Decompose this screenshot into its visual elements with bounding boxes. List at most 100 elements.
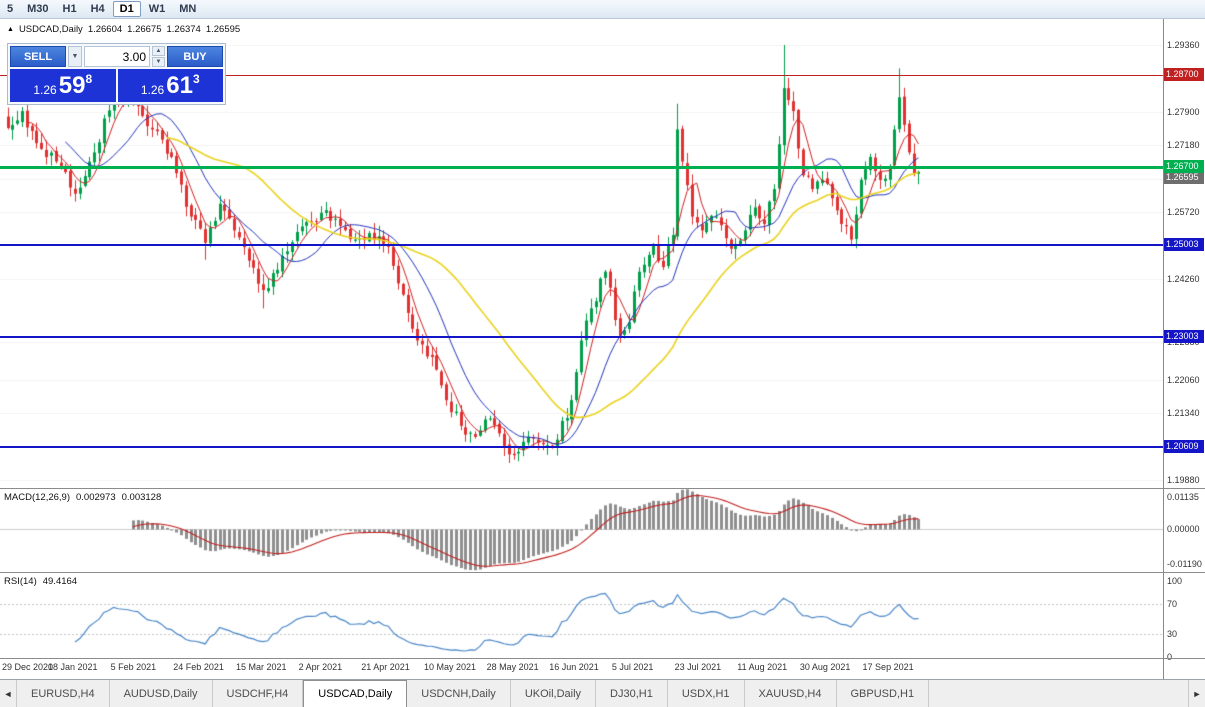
axis-tick: 0.00000 [1167,524,1200,535]
buy-price-prefix: 1.26 [140,83,165,97]
price-axis[interactable]: 1.28700 1.26700 1.25003 1.23003 1.20609 1.265… [1163,19,1205,679]
date-label: 16 Jun 2021 [549,662,599,672]
timeframe-button-W1[interactable]: W1 [148,3,166,15]
sell-price-pip: 8 [85,72,93,86]
chart-tab-bar: ◄ EURUSD,H4 AUDUSD,Daily USDCHF,H4 USDCAD,Da… [0,679,1205,707]
high-value: 1.26675 [127,24,162,35]
macd-chart-canvas[interactable] [0,489,1163,572]
timeframe-button-D1[interactable]: D1 [112,1,141,17]
chart-tab-USDCHF-H4[interactable]: USDCHF,H4 [213,680,304,707]
chart-symbol-header: ▲ USDCAD,Daily 1.26604 1.26675 1.26374 1… [7,24,240,35]
axis-tick: 1.27180 [1167,140,1200,151]
axis-tick: 0.01135 [1167,492,1199,502]
price-badge-1.23003: 1.23003 [1164,329,1204,343]
date-label: 30 Aug 2021 [799,662,851,672]
axis-tick: 100 [1167,576,1183,586]
symbol-name: USDCAD,Daily [18,24,83,35]
axis-tick: 1.21340 [1167,408,1200,418]
axis-tick: 1.24260 [1167,274,1200,285]
date-label: 15 Mar 2021 [235,662,287,672]
order-options-dropdown[interactable]: ▼ [68,46,82,67]
axis-tick: -0.01190 [1167,558,1202,569]
timeframe-button-H1[interactable]: H1 [62,3,77,15]
level-line-1.28700[interactable] [0,75,1163,77]
macd-indicator-label: MACD(12,26,9) 0.002973 0.003128 [4,492,161,503]
volume-input[interactable] [84,46,150,67]
rsi-title: RSI(14) [4,576,37,587]
sell-price-button[interactable]: 1.26 59 8 [10,69,116,102]
axis-tick: 1.22060 [1167,374,1200,385]
sell-price-prefix: 1.26 [33,83,57,97]
rsi-chart-canvas[interactable] [0,573,1163,658]
chart-tab-USDX-H1[interactable]: USDX,H1 [668,680,745,707]
macd-signal-value: 0.003128 [121,492,162,503]
chart-tab-DJ30-H1[interactable]: DJ30,H1 [596,680,668,707]
axis-tick: 1.25720 [1167,207,1200,218]
buy-price-pip: 3 [192,72,200,86]
rsi-value: 49.4164 [42,576,78,587]
date-label: 5 Jul 2021 [611,662,654,672]
macd-title: MACD(12,26,9) [4,492,70,503]
axis-tick: 70 [1167,598,1178,609]
date-label: 21 Apr 2021 [361,662,410,672]
chart-tab-USDCAD-Daily[interactable]: USDCAD,Daily [303,680,408,707]
chart-tab-USDCNH-Daily[interactable]: USDCNH,Daily [407,680,511,707]
axis-tick: 1.19880 [1167,475,1200,485]
axis-tick: 1.29360 [1167,40,1200,50]
pane-separator[interactable] [0,488,1205,489]
buy-price-button[interactable]: 1.26 61 3 [117,69,223,102]
panel-collapse-icon[interactable]: ▲ [7,26,14,33]
date-label: 11 Aug 2021 [737,662,788,672]
volume-up-icon[interactable]: ▲ [152,46,165,56]
low-value: 1.26374 [166,24,201,35]
date-label: 10 May 2021 [423,662,476,672]
level-line-1.26700[interactable] [0,166,1163,170]
volume-stepper: ▲ ▼ [152,46,165,67]
axis-tick: 30 [1167,629,1178,640]
buy-button[interactable]: BUY [167,46,223,67]
axis-tick: 0 [1167,652,1173,662]
macd-main-value: 0.002973 [76,492,116,503]
date-label: 23 Jul 2021 [674,662,722,672]
tab-scroll-right-icon[interactable]: ► [1188,680,1205,707]
sell-button[interactable]: SELL [10,46,66,67]
pane-separator[interactable] [0,572,1205,573]
level-line-1.23003[interactable] [0,335,1163,338]
horizontal-levels-layer [0,19,1163,679]
sell-price-big: 59 [58,72,86,99]
pane-separator [0,658,1205,659]
one-click-trading-panel: SELL ▼ ▲ ▼ BUY 1.26 59 8 1.26 61 3 [7,43,226,105]
chart-tab-XAUUSD-H4[interactable]: XAUUSD,H4 [745,680,837,707]
date-label: 24 Feb 2021 [173,662,224,672]
date-label: 18 Jan 2021 [47,662,98,672]
date-label: 17 Sep 2021 [862,662,914,672]
current-price-badge: 1.26595 [1164,170,1204,184]
chart-tab-EURUSD-H4[interactable]: EURUSD,H4 [17,680,110,707]
level-line-1.20609[interactable] [0,445,1163,448]
timeframe-button-MN[interactable]: MN [179,3,197,15]
timeframe-button-M30[interactable]: M30 [27,3,49,15]
close-value: 1.26595 [205,24,241,35]
chart-tab-UKOil-Daily[interactable]: UKOil,Daily [511,680,597,707]
level-line-1.25003[interactable] [0,243,1163,246]
timeframe-button-H4[interactable]: H4 [90,3,105,15]
chart-tab-GBPUSD-H1[interactable]: GBPUSD,H1 [837,680,930,707]
chart-tab-AUDUSD-Daily[interactable]: AUDUSD,Daily [110,680,213,707]
date-label: 28 May 2021 [486,662,539,672]
buy-price-big: 61 [166,72,193,99]
chart-window: ▲ USDCAD,Daily 1.26604 1.26675 1.26374 1… [0,19,1205,679]
date-label: 5 Feb 2021 [110,662,157,672]
price-badge-1.26700: 1.26700 [1164,160,1204,174]
rsi-indicator-label: RSI(14) 49.4164 [4,576,77,587]
axis-tick: 1.27900 [1167,106,1200,117]
tab-scroll-left-icon[interactable]: ◄ [0,680,17,707]
timeframe-button-5[interactable]: 5 [7,3,14,15]
volume-down-icon[interactable]: ▼ [152,57,165,67]
timeframe-toolbar: 5 M30 H1 H4 D1 W1 MN [0,0,1205,19]
price-badge-1.20609: 1.20609 [1164,439,1204,453]
time-axis[interactable]: 29 Dec 2020 18 Jan 2021 5 Feb 2021 24 Feb 2… [0,659,1163,679]
open-value: 1.26604 [87,24,123,35]
date-label: 29 Dec 2020 [2,662,54,672]
price-badge-1.25003: 1.25003 [1164,237,1204,251]
price-badge-1.28700: 1.28700 [1164,68,1204,82]
